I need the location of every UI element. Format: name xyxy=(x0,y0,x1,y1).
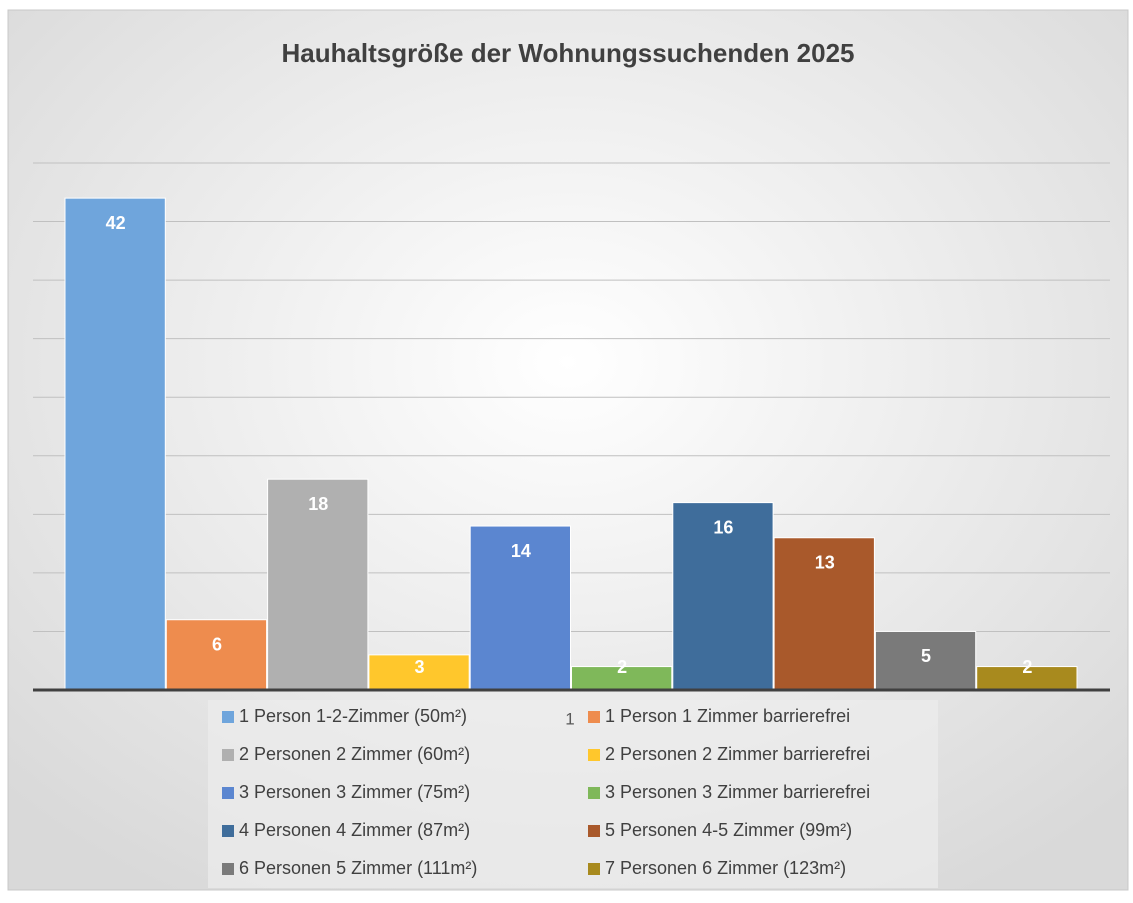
legend-swatch xyxy=(588,749,600,761)
data-label: 14 xyxy=(511,541,531,561)
x-tick-label: 1 xyxy=(565,709,574,728)
data-label: 2 xyxy=(617,657,627,677)
legend-label: 3 Personen 3 Zimmer (75m²) xyxy=(239,782,470,802)
data-label: 18 xyxy=(308,494,328,514)
legend-label: 1 Person 1-2-Zimmer (50m²) xyxy=(239,706,467,726)
legend-label: 2 Personen 2 Zimmer barrierefrei xyxy=(605,744,870,764)
legend-label: 4 Personen 4 Zimmer (87m²) xyxy=(239,820,470,840)
data-label: 42 xyxy=(106,213,126,233)
bar xyxy=(368,654,470,691)
data-label: 16 xyxy=(713,517,733,537)
legend-label: 1 Person 1 Zimmer barrierefrei xyxy=(605,706,850,726)
bar xyxy=(672,502,774,691)
legend-swatch xyxy=(588,787,600,799)
chart-title: Hauhaltsgröße der Wohnungssuchenden 2025 xyxy=(281,38,854,68)
legend-swatch xyxy=(588,863,600,875)
legend-swatch xyxy=(222,863,234,875)
legend-box xyxy=(208,700,938,888)
data-label: 6 xyxy=(212,634,222,654)
legend-swatch xyxy=(588,711,600,723)
data-label: 2 xyxy=(1022,657,1032,677)
legend-label: 3 Personen 3 Zimmer barrierefrei xyxy=(605,782,870,802)
bar xyxy=(267,478,369,691)
bar xyxy=(64,197,166,691)
legend-label: 2 Personen 2 Zimmer (60m²) xyxy=(239,744,470,764)
legend-label: 7 Personen 6 Zimmer (123m²) xyxy=(605,858,846,878)
legend-swatch xyxy=(222,825,234,837)
bar xyxy=(874,630,977,691)
legend-swatch xyxy=(222,787,234,799)
data-label: 13 xyxy=(815,553,835,573)
bar xyxy=(165,619,268,691)
legend-label: 6 Personen 5 Zimmer (111m²) xyxy=(239,858,477,878)
legend-label: 5 Personen 4-5 Zimmer (99m²) xyxy=(605,820,852,840)
bar xyxy=(773,537,875,691)
legend-swatch xyxy=(588,825,600,837)
legend-swatch xyxy=(222,749,234,761)
legend-swatch xyxy=(222,711,234,723)
data-label: 5 xyxy=(921,646,931,666)
data-label: 3 xyxy=(415,657,425,677)
